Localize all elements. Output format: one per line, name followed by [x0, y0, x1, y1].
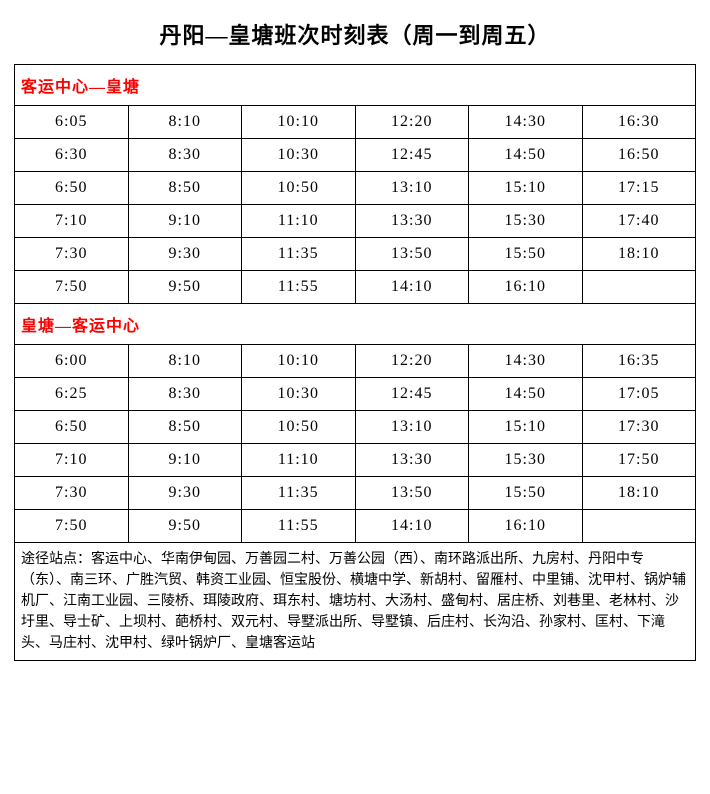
- time-cell: 15:10: [469, 411, 583, 444]
- time-cell: 6:50: [15, 172, 129, 205]
- time-cell: 10:50: [242, 172, 356, 205]
- time-cell: 11:55: [242, 271, 356, 304]
- time-cell: 6:00: [15, 345, 129, 378]
- time-cell: 16:10: [469, 510, 583, 543]
- time-cell: 16:10: [469, 271, 583, 304]
- time-cell: 9:10: [128, 444, 242, 477]
- time-cell: 16:35: [582, 345, 696, 378]
- time-cell: 14:50: [469, 378, 583, 411]
- time-cell: 13:50: [355, 238, 469, 271]
- time-cell: 9:30: [128, 477, 242, 510]
- time-cell: 8:30: [128, 378, 242, 411]
- time-cell: 7:50: [15, 271, 129, 304]
- time-cell: 9:50: [128, 271, 242, 304]
- table-row: 7:309:3011:3513:5015:5018:10: [15, 477, 696, 510]
- time-cell: 13:10: [355, 172, 469, 205]
- time-cell: 15:50: [469, 477, 583, 510]
- table-row: 7:109:1011:1013:3015:3017:40: [15, 205, 696, 238]
- time-cell: 13:30: [355, 444, 469, 477]
- time-cell: 17:40: [582, 205, 696, 238]
- time-cell: 6:25: [15, 378, 129, 411]
- time-cell: 10:50: [242, 411, 356, 444]
- time-cell: 13:30: [355, 205, 469, 238]
- time-cell: 8:50: [128, 172, 242, 205]
- section2-header: 皇塘—客运中心: [15, 304, 696, 345]
- time-cell: 6:05: [15, 106, 129, 139]
- time-cell: 12:20: [355, 106, 469, 139]
- table-row: 6:258:3010:3012:4514:5017:05: [15, 378, 696, 411]
- table-row: 6:508:5010:5013:1015:1017:15: [15, 172, 696, 205]
- time-cell: 16:30: [582, 106, 696, 139]
- time-cell: 14:10: [355, 510, 469, 543]
- time-cell: 15:50: [469, 238, 583, 271]
- time-cell: 18:10: [582, 477, 696, 510]
- section1-header: 客运中心—皇塘: [15, 65, 696, 106]
- table-row: 6:008:1010:1012:2014:3016:35: [15, 345, 696, 378]
- time-cell: 10:30: [242, 378, 356, 411]
- time-cell: 12:45: [355, 378, 469, 411]
- timetable: 客运中心—皇塘6:058:1010:1012:2014:3016:306:308…: [14, 64, 696, 661]
- route-stops: 途径站点：客运中心、华南伊甸园、万善园二村、万善公园（西）、南环路派出所、九房村…: [15, 543, 696, 661]
- time-cell: 17:05: [582, 378, 696, 411]
- time-cell: [582, 510, 696, 543]
- time-cell: 8:30: [128, 139, 242, 172]
- time-cell: 11:10: [242, 205, 356, 238]
- time-cell: 17:50: [582, 444, 696, 477]
- time-cell: 7:10: [15, 205, 129, 238]
- table-row: 6:308:3010:3012:4514:5016:50: [15, 139, 696, 172]
- table-row: 7:509:5011:5514:1016:10: [15, 271, 696, 304]
- time-cell: 8:50: [128, 411, 242, 444]
- time-cell: 17:30: [582, 411, 696, 444]
- time-cell: 14:50: [469, 139, 583, 172]
- time-cell: 9:30: [128, 238, 242, 271]
- time-cell: 7:30: [15, 477, 129, 510]
- time-cell: 6:30: [15, 139, 129, 172]
- time-cell: 15:30: [469, 444, 583, 477]
- time-cell: 7:10: [15, 444, 129, 477]
- time-cell: 13:50: [355, 477, 469, 510]
- table-row: 6:058:1010:1012:2014:3016:30: [15, 106, 696, 139]
- time-cell: 10:10: [242, 345, 356, 378]
- time-cell: 12:20: [355, 345, 469, 378]
- time-cell: 10:10: [242, 106, 356, 139]
- time-cell: 11:35: [242, 477, 356, 510]
- time-cell: 14:30: [469, 106, 583, 139]
- time-cell: 6:50: [15, 411, 129, 444]
- time-cell: [582, 271, 696, 304]
- time-cell: 18:10: [582, 238, 696, 271]
- time-cell: 9:10: [128, 205, 242, 238]
- time-cell: 7:30: [15, 238, 129, 271]
- time-cell: 14:30: [469, 345, 583, 378]
- time-cell: 16:50: [582, 139, 696, 172]
- time-cell: 15:30: [469, 205, 583, 238]
- time-cell: 8:10: [128, 345, 242, 378]
- time-cell: 15:10: [469, 172, 583, 205]
- time-cell: 10:30: [242, 139, 356, 172]
- time-cell: 7:50: [15, 510, 129, 543]
- time-cell: 8:10: [128, 106, 242, 139]
- table-row: 7:509:5011:5514:1016:10: [15, 510, 696, 543]
- table-row: 7:309:3011:3513:5015:5018:10: [15, 238, 696, 271]
- time-cell: 11:10: [242, 444, 356, 477]
- time-cell: 11:55: [242, 510, 356, 543]
- page-title: 丹阳—皇塘班次时刻表（周一到周五）: [14, 8, 696, 64]
- table-row: 6:508:5010:5013:1015:1017:30: [15, 411, 696, 444]
- time-cell: 14:10: [355, 271, 469, 304]
- time-cell: 13:10: [355, 411, 469, 444]
- time-cell: 11:35: [242, 238, 356, 271]
- time-cell: 17:15: [582, 172, 696, 205]
- time-cell: 9:50: [128, 510, 242, 543]
- table-row: 7:109:1011:1013:3015:3017:50: [15, 444, 696, 477]
- time-cell: 12:45: [355, 139, 469, 172]
